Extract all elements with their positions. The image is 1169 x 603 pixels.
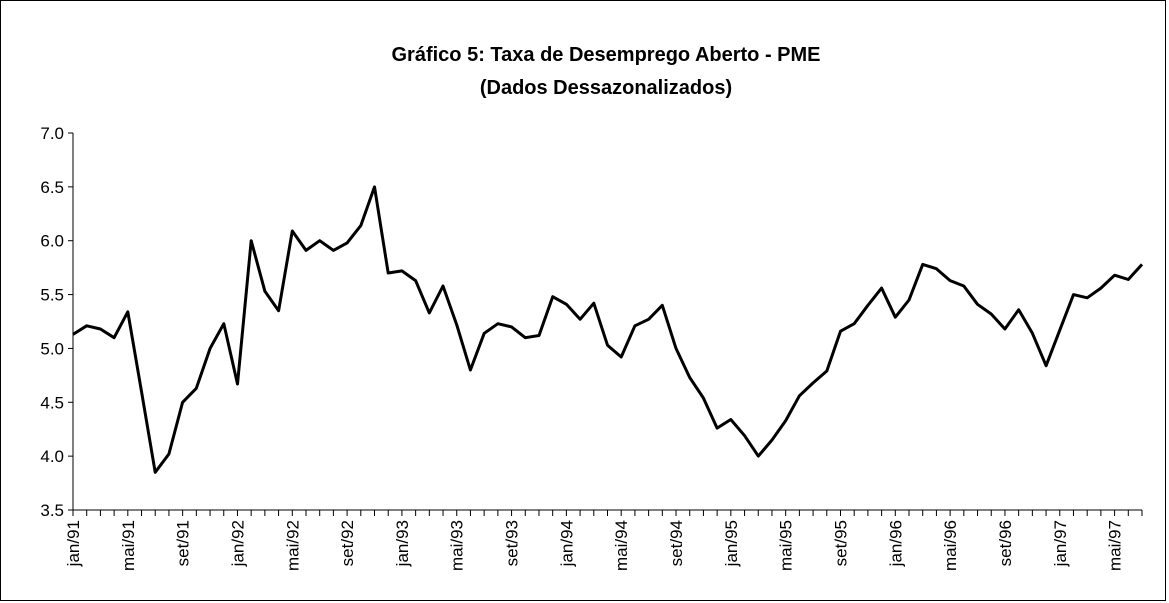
chart-title: Gráfico 5: Taxa de Desemprego Aberto - P… <box>392 44 821 66</box>
x-tick-label: set/93 <box>503 520 522 566</box>
x-tick-label: set/92 <box>338 520 357 566</box>
x-tick-label: mai/94 <box>612 520 631 571</box>
y-tick-label: 4.5 <box>40 393 64 412</box>
y-tick-label: 5.0 <box>40 339 64 358</box>
x-tick-label: mai/91 <box>119 520 138 571</box>
x-tick-label: jan/95 <box>722 520 741 567</box>
y-tick-label: 6.5 <box>40 178 64 197</box>
x-tick-label: mai/92 <box>283 520 302 571</box>
x-tick-label: mai/93 <box>448 520 467 571</box>
x-tick-label: mai/97 <box>1106 520 1125 571</box>
x-tick-label: mai/96 <box>941 520 960 571</box>
x-tick-label: set/96 <box>996 520 1015 566</box>
x-tick-label: jan/97 <box>1051 520 1070 567</box>
chart-subtitle: (Dados Dessazonalizados) <box>480 77 732 99</box>
x-tick-label: jan/91 <box>64 520 83 567</box>
x-tick-label: set/91 <box>174 520 193 566</box>
y-tick-label: 5.5 <box>40 286 64 305</box>
x-tick-label: set/94 <box>667 520 686 566</box>
x-tick-label: jan/96 <box>886 520 905 567</box>
x-tick-label: jan/93 <box>393 520 412 567</box>
y-tick-label: 7.0 <box>40 124 64 143</box>
y-tick-label: 4.0 <box>40 447 64 466</box>
x-tick-label: jan/94 <box>557 520 576 567</box>
data-line <box>72 185 1144 474</box>
y-tick-label: 3.5 <box>40 501 64 520</box>
x-tick-label: set/95 <box>831 520 850 566</box>
x-tick-label: mai/95 <box>777 520 796 571</box>
x-tick-label: jan/92 <box>228 520 247 567</box>
y-tick-label: 6.0 <box>40 232 64 251</box>
